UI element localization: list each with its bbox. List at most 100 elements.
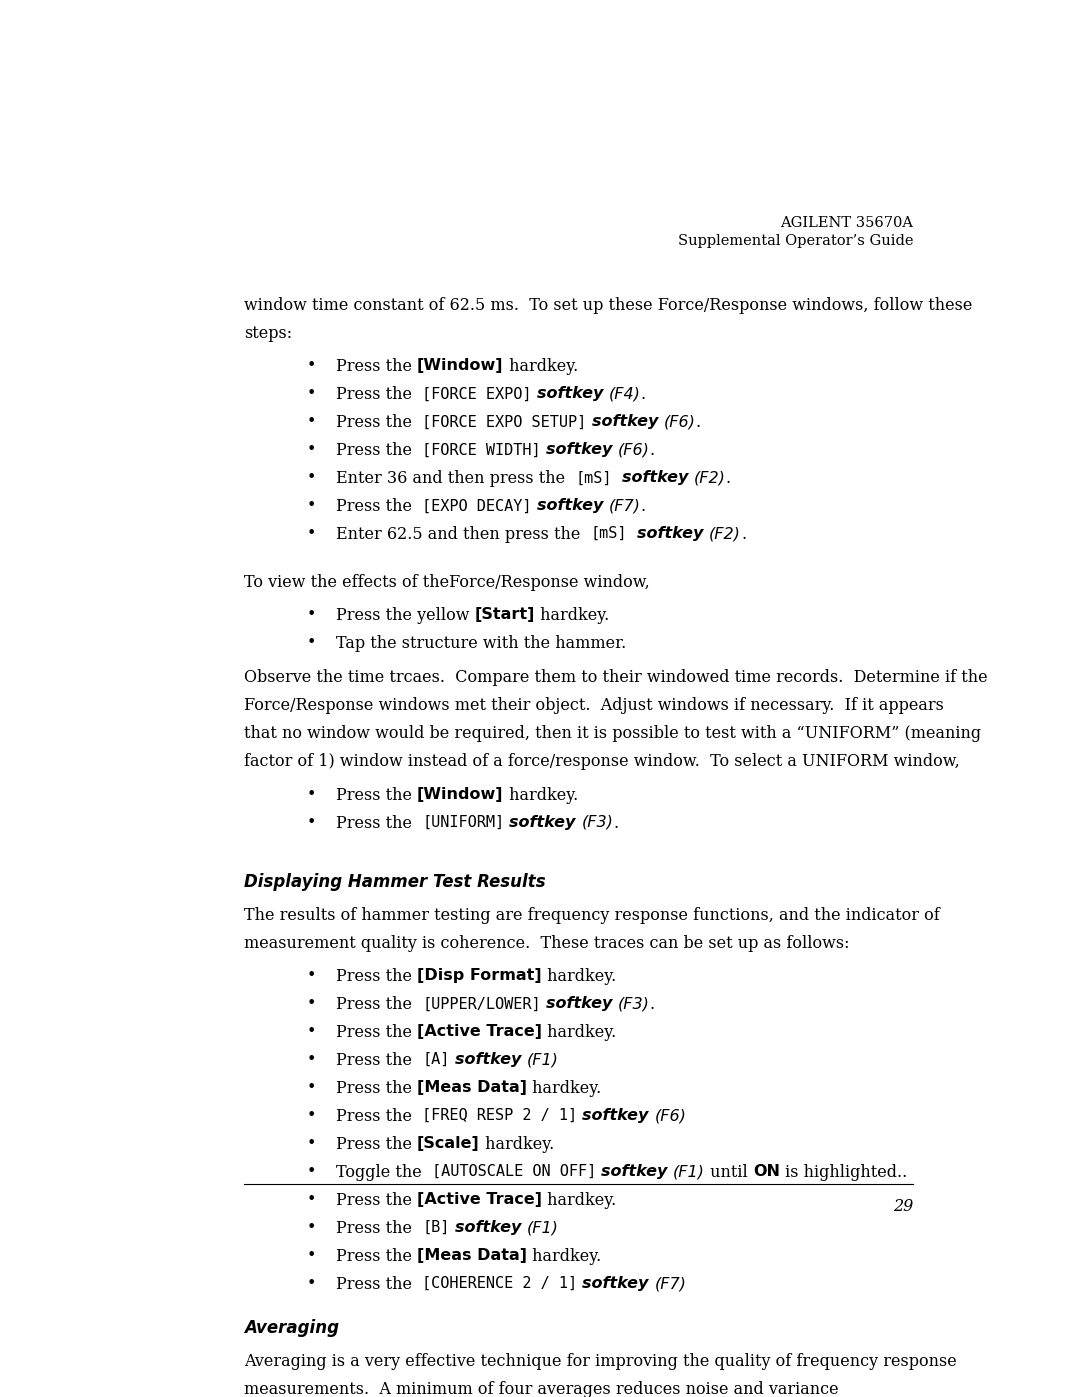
Text: Press the: Press the [336, 1275, 422, 1294]
Text: hardkey.: hardkey. [480, 1136, 554, 1153]
Text: •: • [307, 1052, 316, 1067]
Text: until: until [705, 1164, 753, 1180]
Text: (F2): (F2) [710, 527, 741, 541]
Text: Press the yellow: Press the yellow [336, 608, 474, 624]
Text: softkey: softkey [537, 387, 609, 401]
Text: Press the: Press the [336, 1080, 417, 1097]
Text: (F3): (F3) [618, 996, 650, 1011]
Text: factor of 1) window instead of a force/response window.  To select a UNIFORM win: factor of 1) window instead of a force/r… [244, 753, 959, 770]
Text: [B]: [B] [422, 1220, 449, 1235]
Text: softkey: softkey [592, 415, 663, 429]
Text: Press the: Press the [336, 996, 422, 1013]
Text: Press the: Press the [336, 1136, 417, 1153]
Text: hardkey.: hardkey. [542, 1024, 617, 1041]
Text: AGILENT 35670A: AGILENT 35670A [781, 217, 914, 231]
Text: [FORCE EXPO]: [FORCE EXPO] [422, 387, 531, 401]
Text: [Active Trace]: [Active Trace] [417, 1024, 542, 1039]
Text: .: . [726, 471, 731, 488]
Text: Press the: Press the [336, 415, 422, 432]
Text: •: • [307, 415, 316, 429]
Text: •: • [307, 1220, 316, 1235]
Text: •: • [307, 1275, 316, 1291]
Text: .: . [613, 814, 619, 831]
Text: softkey: softkey [582, 1108, 654, 1123]
Text: Press the: Press the [336, 787, 417, 803]
Text: (F7): (F7) [654, 1275, 686, 1291]
Text: •: • [307, 499, 316, 513]
Text: (F7): (F7) [609, 499, 640, 513]
Text: •: • [307, 1108, 316, 1123]
Text: •: • [307, 1192, 316, 1207]
Text: Supplemental Operator’s Guide: Supplemental Operator’s Guide [678, 235, 914, 249]
Text: .: . [696, 415, 701, 432]
Text: softkey: softkey [537, 499, 609, 513]
Text: •: • [307, 608, 316, 623]
Text: [Active Trace]: [Active Trace] [417, 1192, 542, 1207]
Text: [mS]: [mS] [576, 471, 611, 485]
Text: •: • [307, 968, 316, 983]
Text: [EXPO DECAY]: [EXPO DECAY] [422, 499, 531, 513]
Text: [Disp Format]: [Disp Format] [417, 968, 542, 983]
Text: [UNIFORM]: [UNIFORM] [422, 814, 504, 830]
Text: [UPPER/LOWER]: [UPPER/LOWER] [422, 996, 541, 1011]
Text: •: • [307, 527, 316, 541]
Text: softkey: softkey [545, 996, 618, 1011]
Text: Force/Response windows met their object.  Adjust windows if necessary.  If it ap: Force/Response windows met their object.… [244, 697, 944, 714]
Text: •: • [307, 636, 316, 651]
Text: [FORCE EXPO SETUP]: [FORCE EXPO SETUP] [422, 415, 586, 429]
Text: Tap the structure with the hammer.: Tap the structure with the hammer. [336, 636, 626, 652]
Text: Press the: Press the [336, 1248, 417, 1266]
Text: .: . [741, 527, 746, 543]
Text: Press the: Press the [336, 968, 417, 985]
Text: Enter 36 and then press the: Enter 36 and then press the [336, 471, 576, 488]
Text: The results of hammer testing are frequency response functions, and the indicato: The results of hammer testing are freque… [244, 907, 940, 923]
Text: hardkey.: hardkey. [542, 968, 616, 985]
Text: [COHERENCE 2 / 1]: [COHERENCE 2 / 1] [422, 1275, 577, 1291]
Text: that no window would be required, then it is possible to test with a “UNIFORM” (: that no window would be required, then i… [244, 725, 981, 742]
Text: Press the: Press the [336, 1192, 417, 1210]
Text: •: • [307, 359, 316, 373]
Text: (F1): (F1) [673, 1164, 705, 1179]
Text: [AUTOSCALE ON OFF]: [AUTOSCALE ON OFF] [432, 1164, 596, 1179]
Text: hardkey.: hardkey. [503, 359, 578, 376]
Text: .: . [650, 996, 654, 1013]
Text: hardkey.: hardkey. [527, 1080, 602, 1097]
Text: measurements.  A minimum of four averages reduces noise and variance: measurements. A minimum of four averages… [244, 1380, 838, 1397]
Text: ON: ON [753, 1164, 780, 1179]
Text: [Meas Data]: [Meas Data] [417, 1080, 527, 1095]
Text: •: • [307, 1164, 316, 1179]
Text: (F6): (F6) [654, 1108, 686, 1123]
Text: hardkey.: hardkey. [527, 1248, 602, 1266]
Text: (F1): (F1) [527, 1052, 558, 1067]
Text: 29: 29 [893, 1199, 914, 1215]
Text: •: • [307, 996, 316, 1011]
Text: •: • [307, 1248, 316, 1263]
Text: Press the: Press the [336, 1052, 422, 1069]
Text: Press the: Press the [336, 814, 422, 831]
Text: hardkey.: hardkey. [542, 1192, 617, 1210]
Text: Press the: Press the [336, 1024, 417, 1041]
Text: •: • [307, 1080, 316, 1095]
Text: •: • [307, 471, 316, 485]
Text: •: • [307, 787, 316, 802]
Text: softkey: softkey [455, 1052, 527, 1067]
Text: (F3): (F3) [581, 814, 613, 830]
Text: softkey: softkey [637, 527, 710, 541]
Text: .: . [640, 387, 646, 404]
Text: Observe the time trcaes.  Compare them to their windowed time records.  Determin: Observe the time trcaes. Compare them to… [244, 669, 987, 686]
Text: Displaying Hammer Test Results: Displaying Hammer Test Results [244, 873, 545, 891]
Text: •: • [307, 387, 316, 401]
Text: Press the: Press the [336, 1220, 422, 1238]
Text: •: • [307, 814, 316, 830]
Text: softkey: softkey [602, 1164, 673, 1179]
Text: hardkey.: hardkey. [535, 608, 609, 624]
Text: [Scale]: [Scale] [417, 1136, 480, 1151]
Text: [Start]: [Start] [474, 608, 535, 623]
Text: (F2): (F2) [694, 471, 726, 485]
Text: [Window]: [Window] [417, 787, 503, 802]
Text: .: . [640, 499, 646, 515]
Text: Press the: Press the [336, 387, 422, 404]
Text: Press the: Press the [336, 499, 422, 515]
Text: (F6): (F6) [618, 443, 650, 457]
Text: is highlighted..: is highlighted.. [780, 1164, 907, 1180]
